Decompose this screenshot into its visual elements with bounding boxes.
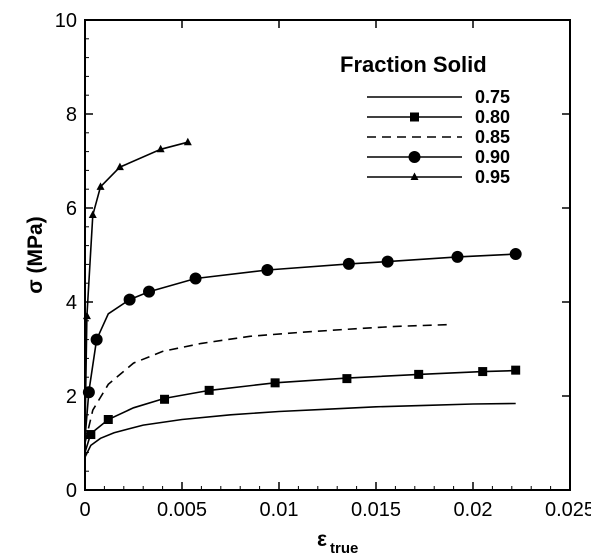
data-point	[183, 137, 192, 146]
data-point	[478, 367, 488, 377]
data-point	[451, 250, 464, 263]
data-point	[123, 293, 136, 306]
legend-label: 0.85	[475, 127, 510, 147]
data-point	[88, 210, 97, 219]
legend-marker	[408, 151, 421, 163]
y-tick-label: 4	[66, 292, 77, 314]
data-point	[160, 394, 170, 404]
x-tick-label: 0	[79, 499, 90, 521]
x-tick-label: 0.01	[260, 499, 299, 521]
series-0-85	[84, 323, 450, 444]
legend-label: 0.90	[475, 147, 510, 167]
legend-label: 0.75	[475, 87, 510, 107]
series-line	[84, 402, 516, 458]
data-point	[270, 378, 280, 388]
y-tick-label: 0	[66, 480, 77, 502]
data-point	[86, 430, 96, 440]
plot-area	[82, 19, 571, 491]
legend-item: 0.80	[367, 107, 510, 127]
series-0-90	[82, 248, 522, 439]
x-tick-label: 0.02	[454, 499, 493, 521]
legend-marker	[410, 112, 419, 122]
y-tick-label: 6	[66, 198, 77, 220]
x-tick-label: 0.015	[351, 499, 401, 521]
data-point	[115, 162, 124, 171]
legend-item: 0.85	[367, 127, 510, 147]
data-point	[414, 369, 424, 379]
data-point	[96, 182, 105, 190]
data-point	[342, 257, 355, 270]
series-0-95	[82, 137, 192, 434]
data-point	[261, 264, 274, 277]
plot-frame	[84, 19, 571, 491]
legend-label: 0.80	[475, 107, 510, 127]
data-point	[156, 144, 165, 153]
data-point	[189, 272, 202, 285]
series-layer	[82, 137, 522, 458]
data-point	[509, 248, 522, 261]
data-point	[90, 333, 103, 346]
x-tick-label: 0.025	[545, 499, 591, 521]
x-axis-label: ε	[317, 528, 327, 551]
legend-label: 0.95	[475, 167, 510, 187]
y-axis-ticks: 0 2 4 6 8 10	[55, 10, 570, 502]
legend-item: 0.95	[367, 167, 510, 187]
data-point	[342, 374, 352, 384]
legend: Fraction Solid 0.750.800.850.900.95	[340, 52, 510, 187]
x-tick-label: 0.005	[157, 499, 207, 521]
series-line	[84, 323, 450, 444]
legend-item: 0.75	[367, 87, 510, 107]
y-tick-label: 8	[66, 104, 77, 126]
data-point	[204, 385, 214, 395]
legend-title: Fraction Solid	[340, 52, 487, 77]
legend-marker	[410, 172, 419, 180]
series-0-75	[84, 402, 516, 458]
legend-items: 0.750.800.850.900.95	[367, 87, 510, 187]
series-line	[84, 253, 516, 439]
data-point	[103, 415, 113, 424]
x-axis-label-subscript: true	[330, 540, 358, 557]
x-axis-ticks: 0 0.005 0.01 0.015 0.02 0.025	[79, 20, 591, 521]
y-axis-label: σ (MPa)	[24, 216, 47, 293]
y-tick-label: 10	[55, 10, 77, 32]
series-0-80	[84, 365, 521, 453]
legend-item: 0.90	[367, 147, 510, 167]
data-point	[143, 285, 156, 298]
data-point	[381, 255, 394, 268]
data-point	[82, 311, 91, 320]
y-tick-label: 2	[66, 386, 77, 408]
data-point	[511, 365, 521, 375]
series-line	[84, 369, 516, 453]
